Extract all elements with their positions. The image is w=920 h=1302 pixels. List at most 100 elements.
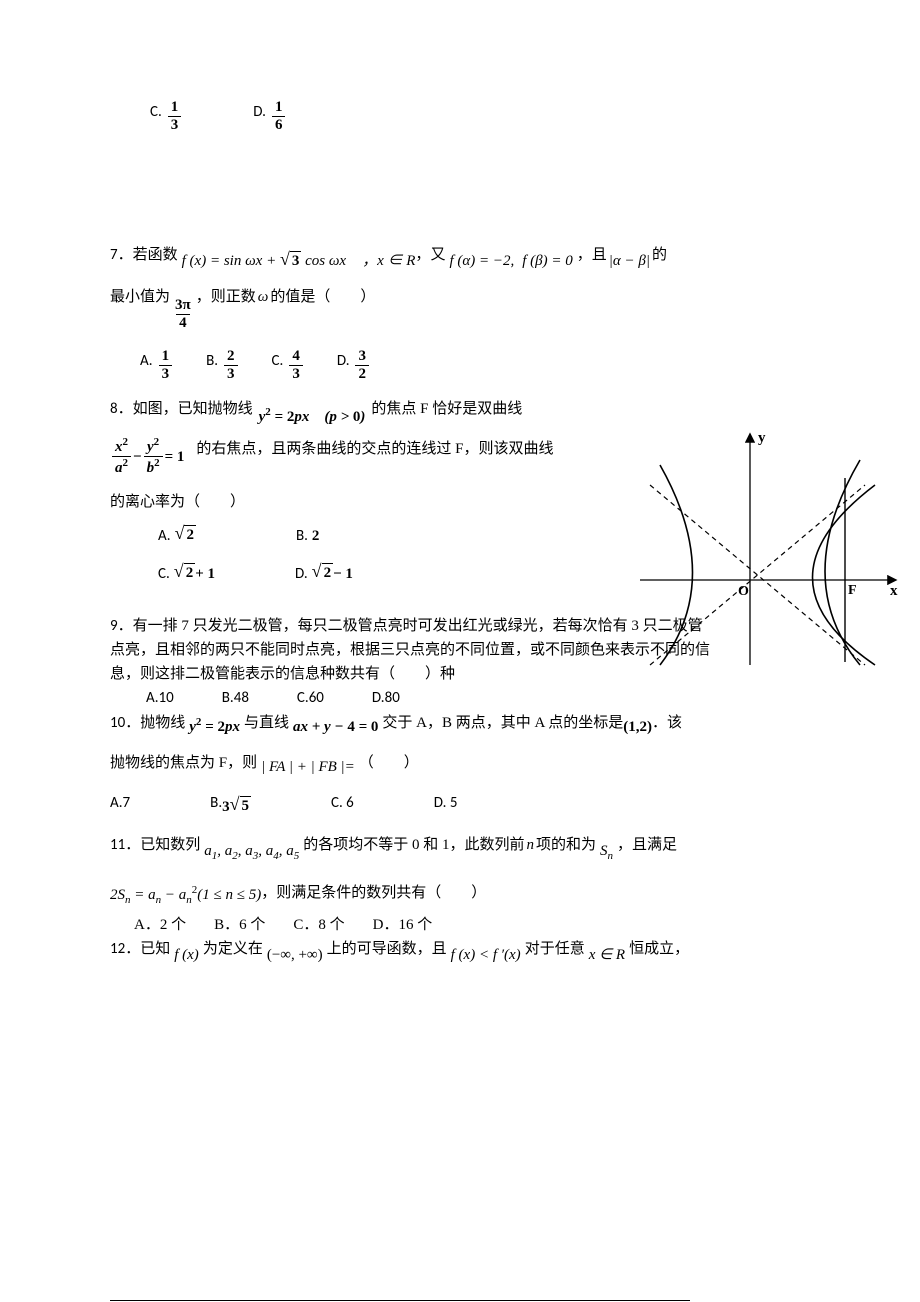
q9-option-b: B.48 <box>222 686 249 710</box>
text: 的焦点 F 恰好是双曲线 <box>371 397 522 421</box>
q8-option-c: C. √2 + 1 <box>158 562 215 586</box>
text: 已知数列 <box>140 833 200 857</box>
text: 对于任意 <box>525 937 585 961</box>
q10-option-d: D. 5 <box>434 791 458 815</box>
text: 若函数 <box>133 243 178 267</box>
fraction: 1 6 <box>272 100 286 133</box>
fraction: 3π 4 <box>172 298 194 331</box>
text: 交于 A，B 两点，其中 A 点的坐标是 <box>382 711 623 735</box>
q10-line2: 抛物线的焦点为 F，则 | FA | + | FB |= （ ） <box>110 751 810 775</box>
q9-option-a: A.10 <box>146 686 174 710</box>
text: 的离心率为（ ） <box>110 490 245 514</box>
q8-line1: 8． 如图，已知抛物线 y2 = 2px (p > 0) 的焦点 F 恰好是双曲… <box>110 396 810 421</box>
text: 点亮，且相邻的两只不能同时点亮，根据三只点亮的不同位置，或不同颜色来表示不同的信 <box>110 638 710 662</box>
text: 已知 <box>140 937 170 961</box>
math-eq: 2Sn = an − an2(1 ≤ n ≤ 5) <box>110 882 261 910</box>
q6-option-d: D. 1 6 <box>253 100 287 133</box>
text: 的值是（ ） <box>270 285 375 309</box>
text: ，则满足条件的数列共有（ ） <box>261 881 486 905</box>
fraction: y2 b2 <box>144 437 163 476</box>
comma: ， <box>415 243 430 267</box>
svg-text:F: F <box>848 583 857 598</box>
text: 有一排 7 只发光二极管，每只二极管点亮时可发出红光或绿光，若每次恰有 3 只二… <box>133 614 703 638</box>
q7-line1: 7． 若函数 f (x) = sin ωx + √3 cos ωx ，x ∈ R… <box>110 243 810 267</box>
q11-option-a: A．2 个 <box>134 913 186 937</box>
text: 又 <box>430 243 445 267</box>
text: 抛物线 <box>140 711 185 735</box>
q7-option-a: A. 13 <box>140 349 174 382</box>
math-point: (1,2) <box>623 715 652 739</box>
text: ，则正数 <box>196 285 256 309</box>
text: 恒成立， <box>629 937 689 961</box>
fraction: x2 a2 <box>112 437 131 476</box>
q11-options: A．2 个 B．6 个 C．8 个 D．16 个 <box>134 913 810 937</box>
math-xr: ，x ∈ R <box>362 249 415 273</box>
hyperbola-parabola-graph: y x O F <box>640 430 900 670</box>
q7-option-d: D. 32 <box>337 349 371 382</box>
text: 项的和为 <box>536 833 596 857</box>
option-label: C. <box>150 100 162 124</box>
q7-line2: 最小值为 3π 4 ，则正数 ω 的值是（ ） <box>110 285 810 323</box>
minus: − <box>133 445 142 469</box>
math-fx: f (x) <box>174 943 199 967</box>
q8-option-a: A. √2 <box>158 524 196 548</box>
q11-option-b: B．6 个 <box>214 913 265 937</box>
q9-option-d: D.80 <box>372 686 400 710</box>
text: 最小值为 <box>110 285 170 309</box>
math-fx: f (x) = sin ωx + √3 cos ωx <box>182 249 346 273</box>
q10-number: 10． <box>110 711 140 735</box>
text: ．该 <box>652 711 682 735</box>
omega: ω <box>258 285 269 309</box>
text: 且 <box>592 243 607 267</box>
q10-option-c: C. 6 <box>331 791 354 815</box>
q7-option-c: C. 43 <box>272 349 305 382</box>
q12-line1: 12． 已知 f (x) 为定义在 (−∞, +∞) 上的可导函数，且 f (x… <box>110 937 810 961</box>
text: 息，则这排二极管能表示的信息种数共有（ ）种 <box>110 662 455 686</box>
math-parabola: y2 = 2px (p > 0) <box>259 404 366 429</box>
q9-option-c: C.60 <box>297 686 324 710</box>
q9-options: A.10 B.48 C.60 D.80 <box>146 686 810 710</box>
svg-text:x: x <box>890 583 898 599</box>
q11-option-c: C．8 个 <box>293 913 344 937</box>
eq: = 1 <box>165 445 185 469</box>
comma: ， <box>577 243 592 267</box>
q11-line1: 11． 已知数列 a1, a2, a3, a4, a5 的各项均不等于 0 和 … <box>110 833 810 860</box>
q7-number: 7． <box>110 243 133 267</box>
svg-text:O: O <box>738 584 749 599</box>
text: 与直线 <box>244 711 289 735</box>
text: 上的可导函数，且 <box>327 937 447 961</box>
math-interval: (−∞, +∞) <box>267 943 323 967</box>
q9-number: 9． <box>110 614 133 638</box>
math-eq2: ax + y − 4 = 0 <box>293 715 378 739</box>
footer-rule <box>110 1300 690 1301</box>
math-xr: x ∈ R <box>589 943 625 967</box>
text: 抛物线的焦点为 F，则 <box>110 751 257 775</box>
q8-option-d: D. √2 − 1 <box>295 562 353 586</box>
q10-option-a: A.7 <box>110 791 130 815</box>
q8-number: 8． <box>110 397 133 421</box>
math-expr: | FA | + | FB |= <box>261 755 355 779</box>
text: 如图，已知抛物线 <box>133 397 253 421</box>
q10-options: A.7 B. 3 √5 C. 6 D. 5 <box>110 791 810 815</box>
math-seq: a1, a2, a3, a4, a5 <box>204 839 299 866</box>
math-fa: f (α) = −2, <box>449 249 514 273</box>
q11-option-d: D．16 个 <box>373 913 433 937</box>
q11-number: 11． <box>110 833 140 857</box>
text: 的右焦点，且两条曲线的交点的连线过 F，则该双曲线 <box>196 437 553 461</box>
text: ，且满足 <box>617 833 677 857</box>
text: （ ） <box>359 751 419 775</box>
n: n <box>527 833 535 857</box>
math-ineq: f (x) < f ′(x) <box>451 943 521 967</box>
q11-line2: 2Sn = an − an2(1 ≤ n ≤ 5) ，则满足条件的数列共有（ ） <box>110 880 810 908</box>
q10-line1: 10． 抛物线 y2 = 2px 与直线 ax + y − 4 = 0 交于 A… <box>110 710 810 735</box>
q7-option-b: B. 23 <box>206 349 239 382</box>
text: 的 <box>652 243 667 267</box>
text: 的各项均不等于 0 和 1，此数列前 <box>303 833 524 857</box>
math-eq1: y2 = 2px <box>189 714 240 739</box>
text: 为定义在 <box>203 937 263 961</box>
q10-option-b: B. 3 √5 <box>210 791 251 815</box>
q7-options: A. 13 B. 23 C. 43 D. 32 <box>140 349 810 382</box>
q6-options: C. 1 3 D. 1 6 <box>150 100 810 133</box>
math-Sn: Sn <box>600 839 613 866</box>
math-fb: f (β) = 0 <box>522 249 573 273</box>
